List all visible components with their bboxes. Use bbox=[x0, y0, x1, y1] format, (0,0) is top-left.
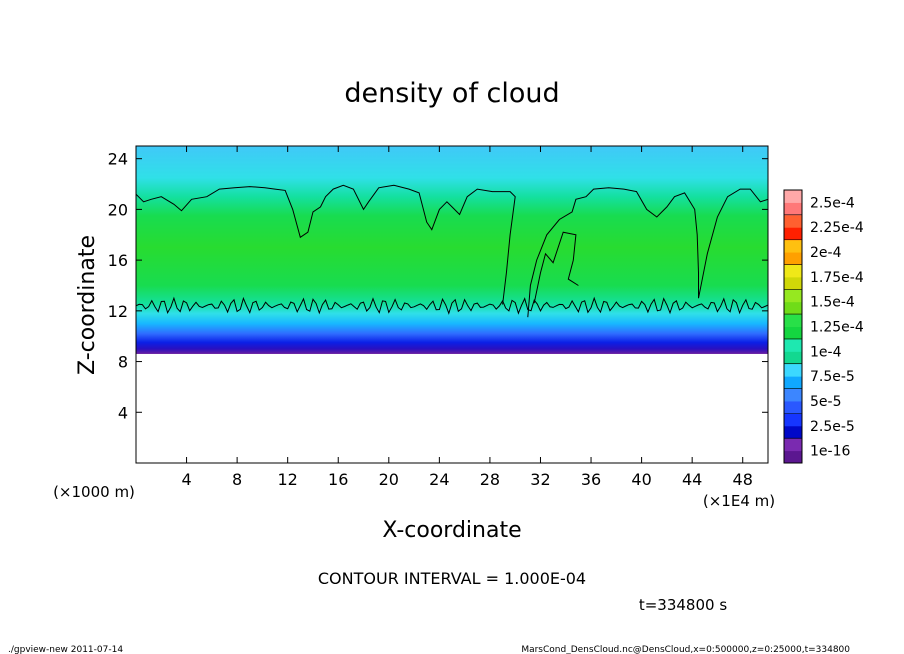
x-axis-label: X-coordinate bbox=[382, 518, 521, 543]
cloud-base-contour bbox=[136, 296, 768, 315]
colorbar-label: 1.25e-4 bbox=[810, 320, 864, 336]
colorbar-label: 1.5e-4 bbox=[810, 295, 855, 311]
y-scale-label: (×1000 m) bbox=[53, 483, 135, 501]
colorbar-label: 2.5e-5 bbox=[810, 419, 855, 435]
plot-frame bbox=[135, 145, 769, 464]
y-tick-label: 4 bbox=[118, 403, 128, 422]
colorbar-swatch bbox=[784, 264, 802, 278]
density-field bbox=[136, 146, 768, 354]
y-axis-ticks: 4 8 12 16 20 24 bbox=[108, 150, 768, 422]
x-tick-label: 36 bbox=[581, 470, 601, 489]
colorbar-swatch bbox=[784, 276, 802, 290]
colorbar-swatch bbox=[784, 450, 802, 464]
colorbar-label: 2.25e-4 bbox=[810, 220, 864, 236]
colorbar-swatch bbox=[784, 413, 802, 427]
right-cloud-contour bbox=[527, 187, 768, 318]
footer-left: ./gpview-new 2011-07-14 bbox=[8, 645, 123, 654]
colorbar-swatch bbox=[784, 363, 802, 377]
colorbar-swatch bbox=[784, 438, 802, 452]
colorbar-label: 7.5e-5 bbox=[810, 369, 855, 385]
colorbar: 1e-16 2.5e-5 5e-5 7.5e-5 1e-4 1.25e-4 1.5e-4 1.… bbox=[783, 189, 864, 464]
x-axis-ticks: 4 8 12 16 20 24 28 32 36 40 44 48 bbox=[181, 146, 753, 489]
colorbar-swatch bbox=[784, 239, 802, 253]
colorbar-label: 1.75e-4 bbox=[810, 270, 864, 286]
colorbar-swatch bbox=[784, 338, 802, 352]
colorbar-label: 5e-5 bbox=[810, 394, 841, 410]
contour-lines bbox=[136, 184, 768, 318]
colorbar-swatch bbox=[784, 388, 802, 402]
colorbar-swatch bbox=[784, 202, 802, 216]
colorbar-swatch bbox=[784, 227, 802, 241]
cloud-top-contour bbox=[136, 184, 516, 305]
colorbar-swatch bbox=[784, 425, 802, 439]
colorbar-swatch bbox=[784, 400, 802, 414]
x-tick-label: 12 bbox=[278, 470, 298, 489]
colorbar-label: 1e-4 bbox=[810, 344, 842, 360]
colorbar-frame bbox=[783, 189, 803, 464]
colorbar-label: 2e-4 bbox=[810, 245, 842, 261]
x-tick-label: 32 bbox=[530, 470, 550, 489]
colorbar-swatch bbox=[784, 289, 802, 303]
x-scale-label: (×1E4 m) bbox=[703, 492, 775, 510]
contour-interval-label: CONTOUR INTERVAL = 1.000E-04 bbox=[318, 569, 586, 588]
chart-title: density of cloud bbox=[344, 78, 559, 109]
x-tick-label: 20 bbox=[379, 470, 399, 489]
y-tick-label: 20 bbox=[108, 200, 128, 219]
colorbar-swatch bbox=[784, 376, 802, 390]
colorbar-swatch bbox=[784, 351, 802, 365]
y-tick-label: 12 bbox=[108, 302, 128, 321]
colorbar-swatch bbox=[784, 314, 802, 327]
colorbar-swatch bbox=[784, 190, 802, 203]
x-tick-label: 8 bbox=[232, 470, 242, 489]
plot-area bbox=[136, 146, 768, 354]
colorbar-swatch bbox=[784, 301, 802, 315]
x-tick-label: 28 bbox=[480, 470, 500, 489]
x-tick-label: 48 bbox=[733, 470, 753, 489]
y-tick-label: 16 bbox=[108, 251, 128, 270]
x-tick-label: 44 bbox=[682, 470, 702, 489]
colorbar-swatch bbox=[784, 214, 802, 228]
x-tick-label: 24 bbox=[429, 470, 449, 489]
colorbar-label: 2.5e-4 bbox=[810, 195, 855, 211]
x-tick-label: 16 bbox=[328, 470, 348, 489]
colorbar-label: 1e-16 bbox=[810, 444, 850, 460]
y-tick-label: 24 bbox=[108, 150, 128, 169]
x-tick-label: 4 bbox=[181, 470, 191, 489]
y-axis-label: Z-coordinate bbox=[75, 235, 100, 375]
y-tick-label: 8 bbox=[118, 353, 128, 372]
colorbar-swatch bbox=[784, 252, 802, 265]
x-tick-label: 40 bbox=[631, 470, 651, 489]
colorbar-swatch bbox=[784, 326, 802, 340]
footer-right: MarsCond_DensCloud.nc@DensCloud,x=0:5000… bbox=[521, 645, 850, 654]
time-label: t=334800 s bbox=[639, 596, 727, 614]
inner-contour bbox=[533, 231, 579, 304]
